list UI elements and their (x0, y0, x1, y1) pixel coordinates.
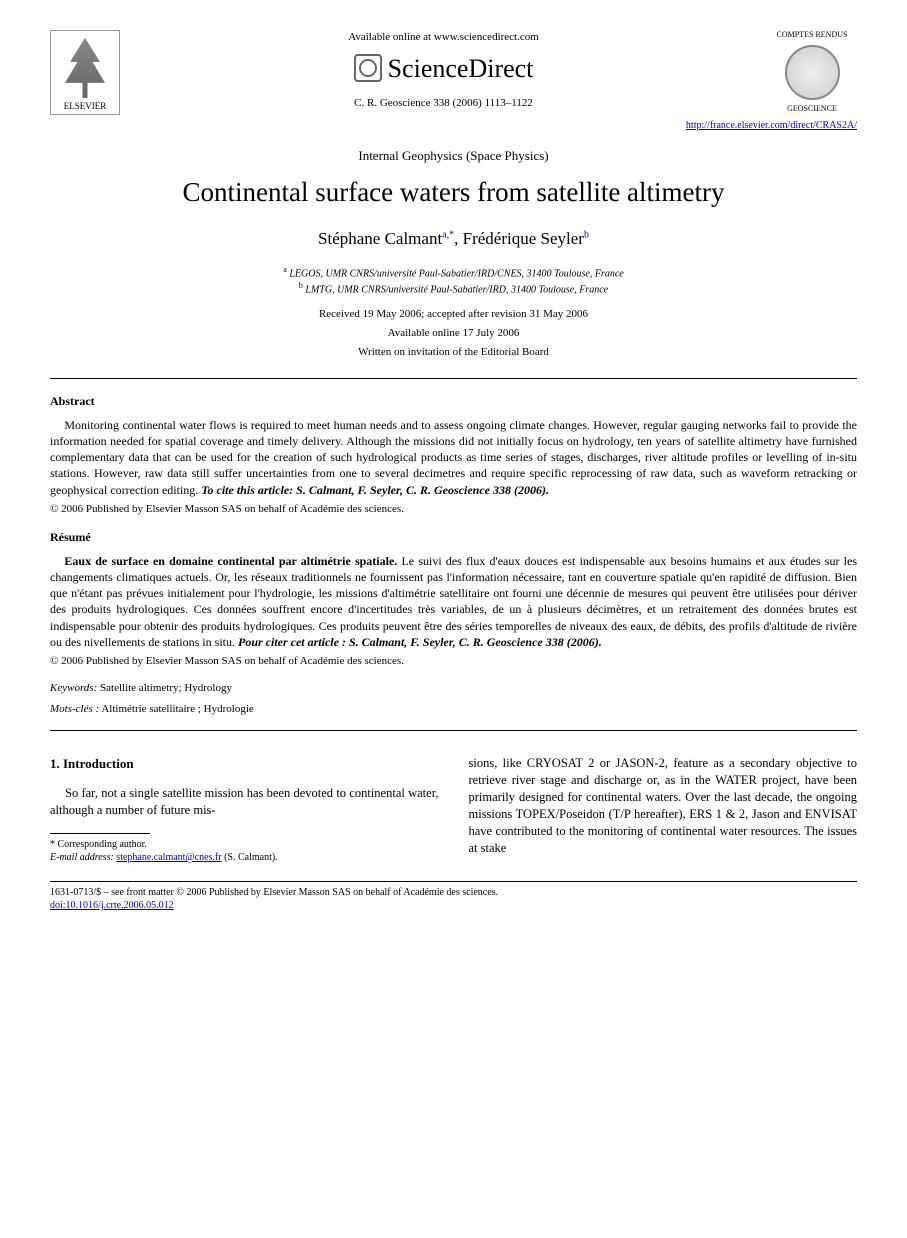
author-2: Frédérique Seyler (463, 229, 584, 248)
resume-text: Eaux de surface en domaine continental p… (50, 553, 857, 650)
resume-heading: Résumé (50, 529, 857, 545)
elsevier-label: ELSEVIER (64, 100, 107, 112)
footnote-email: E-mail address: stephane.calmant@cnes.fr… (50, 851, 439, 865)
journal-label-bottom: GEOSCIENCE (767, 104, 857, 115)
intro-col1-text: So far, not a single satellite mission h… (50, 785, 439, 819)
footer-issn: 1631-0713/$ – see front matter © 2006 Pu… (50, 886, 857, 900)
abstract-cite: To cite this article: S. Calmant, F. Sey… (201, 483, 549, 497)
author-1: Stéphane Calmant (318, 229, 442, 248)
elsevier-logo: ELSEVIER (50, 30, 120, 115)
footnote-corresponding: * Corresponding author. (50, 838, 439, 852)
footer-doi[interactable]: doi:10.1016/j.crte.2006.05.012 (50, 899, 857, 913)
motscles-label: Mots-clés : (50, 703, 99, 715)
resume-copyright: © 2006 Published by Elsevier Masson SAS … (50, 654, 857, 669)
rule-bottom (50, 730, 857, 731)
article-title: Continental surface waters from satellit… (50, 174, 857, 210)
citation-line: C. R. Geoscience 338 (2006) 1113–1122 (140, 96, 747, 111)
journal-link[interactable]: http://france.elsevier.com/direct/CRAS2A… (50, 119, 857, 133)
email-link[interactable]: stephane.calmant@cnes.fr (116, 852, 221, 863)
intro-heading: 1. Introduction (50, 755, 439, 773)
resume-cite: Pour citer cet article : S. Calmant, F. … (238, 635, 602, 649)
abstract-text: Monitoring continental water flows is re… (50, 417, 857, 498)
author-2-sup: b (584, 230, 589, 241)
abstract-copyright: © 2006 Published by Elsevier Masson SAS … (50, 502, 857, 517)
journal-label-top: COMPTES RENDUS (767, 30, 857, 41)
keywords-label: Keywords: (50, 682, 97, 694)
header-center: Available online at www.sciencedirect.co… (120, 30, 767, 111)
rule-top (50, 378, 857, 379)
section-label: Internal Geophysics (Space Physics) (50, 147, 857, 165)
email-label: E-mail address: (50, 852, 114, 863)
affiliation-a: LEGOS, UMR CNRS/université Paul-Sabatier… (289, 269, 623, 280)
author-1-sup: a,* (442, 230, 454, 241)
keywords-text: Satellite altimetry; Hydrology (97, 682, 232, 694)
sciencedirect-text: ScienceDirect (388, 51, 534, 86)
intro-col2-text: sions, like CRYOSAT 2 or JASON-2, featur… (469, 755, 858, 856)
date-received: Received 19 May 2006; accepted after rev… (50, 307, 857, 322)
motscles: Mots-clés : Altimétrie satellitaire ; Hy… (50, 702, 857, 717)
invitation-text: Written on invitation of the Editorial B… (50, 345, 857, 360)
sciencedirect-logo: ScienceDirect (140, 51, 747, 86)
sciencedirect-icon (354, 54, 382, 82)
email-author: (S. Calmant). (222, 852, 278, 863)
journal-seal-icon (785, 45, 840, 100)
authors: Stéphane Calmanta,*, Frédérique Seylerb (50, 228, 857, 251)
keywords: Keywords: Satellite altimetry; Hydrology (50, 681, 857, 696)
intro-section: 1. Introduction So far, not a single sat… (50, 755, 857, 864)
affiliations: a LEGOS, UMR CNRS/université Paul-Sabati… (50, 265, 857, 297)
footer-rule (50, 881, 857, 882)
resume-lead: Eaux de surface en domaine continental p… (64, 554, 397, 568)
column-left: 1. Introduction So far, not a single sat… (50, 755, 439, 864)
abstract-heading: Abstract (50, 393, 857, 409)
elsevier-tree-icon (60, 38, 110, 98)
header-row: ELSEVIER Available online at www.science… (50, 30, 857, 125)
motscles-text: Altimétrie satellitaire ; Hydrologie (99, 703, 254, 715)
column-right: sions, like CRYOSAT 2 or JASON-2, featur… (469, 755, 858, 864)
date-online: Available online 17 July 2006 (50, 326, 857, 341)
footnote-rule (50, 833, 150, 834)
journal-logo: COMPTES RENDUS GEOSCIENCE (767, 30, 857, 125)
affiliation-b: LMTG, UMR CNRS/université Paul-Sabatier/… (305, 285, 608, 296)
available-online-text: Available online at www.sciencedirect.co… (140, 30, 747, 45)
